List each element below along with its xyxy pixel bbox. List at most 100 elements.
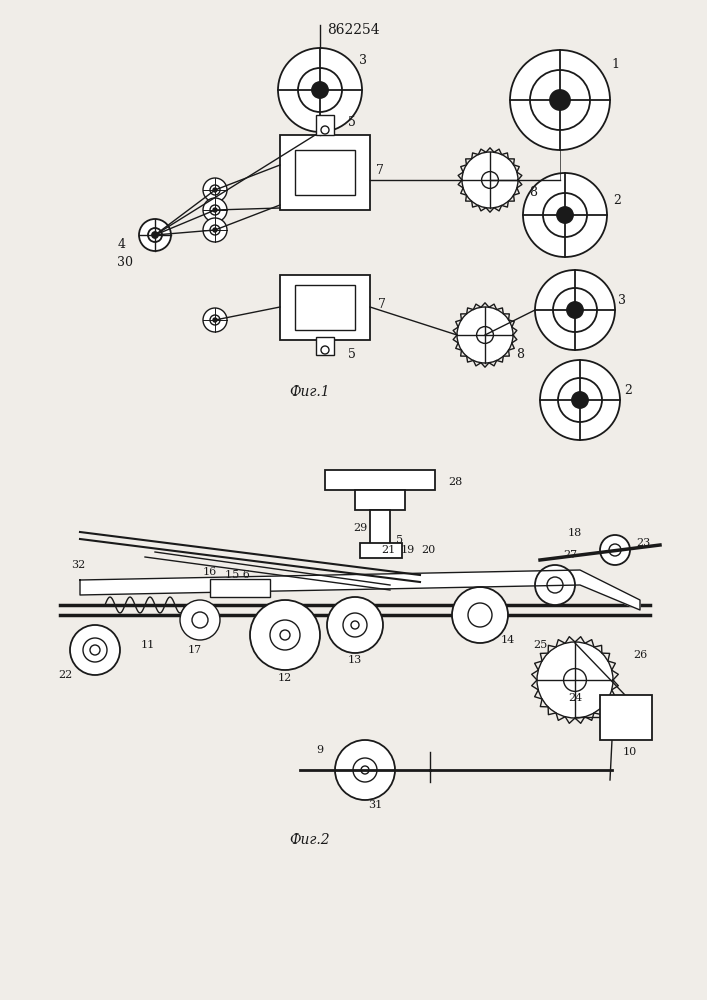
Text: 31: 31 <box>368 800 382 810</box>
Circle shape <box>70 625 120 675</box>
Circle shape <box>540 360 620 440</box>
Text: 13: 13 <box>348 655 362 665</box>
Text: 12: 12 <box>278 673 292 683</box>
Circle shape <box>550 90 570 110</box>
Circle shape <box>468 603 492 627</box>
Circle shape <box>537 642 613 718</box>
Circle shape <box>361 766 369 774</box>
Text: 3: 3 <box>618 294 626 306</box>
Circle shape <box>558 378 602 422</box>
Text: 2: 2 <box>613 194 621 207</box>
Text: Фиг.2: Фиг.2 <box>290 833 330 847</box>
Text: 1: 1 <box>611 58 619 72</box>
Text: 3: 3 <box>359 53 367 66</box>
Circle shape <box>210 315 220 325</box>
Circle shape <box>203 198 227 222</box>
Circle shape <box>213 228 217 232</box>
Text: 17: 17 <box>188 645 202 655</box>
Circle shape <box>152 232 158 238</box>
Text: 7: 7 <box>378 298 386 312</box>
Text: 19: 19 <box>401 545 415 555</box>
Text: 22: 22 <box>58 670 72 680</box>
Circle shape <box>148 228 162 242</box>
Circle shape <box>335 740 395 800</box>
Text: 2: 2 <box>624 383 632 396</box>
Circle shape <box>203 178 227 202</box>
Bar <box>355 490 405 510</box>
Circle shape <box>462 152 518 208</box>
Text: 21: 21 <box>381 545 395 555</box>
Circle shape <box>543 193 587 237</box>
Circle shape <box>203 218 227 242</box>
Text: 18: 18 <box>568 528 582 538</box>
Bar <box>600 695 652 740</box>
Text: 32: 32 <box>71 560 85 570</box>
Circle shape <box>523 173 607 257</box>
Text: 30: 30 <box>117 255 133 268</box>
Circle shape <box>572 392 588 408</box>
Bar <box>316 337 334 355</box>
Circle shape <box>210 185 220 195</box>
Text: 7: 7 <box>376 163 384 176</box>
Circle shape <box>210 205 220 215</box>
Text: 14: 14 <box>501 635 515 645</box>
Bar <box>210 579 270 597</box>
Circle shape <box>553 288 597 332</box>
Circle shape <box>547 577 563 593</box>
Text: 9: 9 <box>317 745 324 755</box>
Text: 29: 29 <box>353 523 367 533</box>
Circle shape <box>321 346 329 354</box>
Text: 5: 5 <box>348 349 356 361</box>
Circle shape <box>600 535 630 565</box>
Text: 25: 25 <box>533 640 547 650</box>
Circle shape <box>192 612 208 628</box>
Text: 11: 11 <box>141 640 155 650</box>
Circle shape <box>563 669 586 691</box>
Circle shape <box>298 68 342 112</box>
Circle shape <box>90 645 100 655</box>
Circle shape <box>321 126 329 134</box>
Bar <box>295 150 355 195</box>
Circle shape <box>481 172 498 188</box>
Circle shape <box>510 50 610 150</box>
Circle shape <box>250 600 320 670</box>
Text: Фиг.1: Фиг.1 <box>290 385 330 399</box>
Circle shape <box>327 597 383 653</box>
Circle shape <box>567 302 583 318</box>
Circle shape <box>180 600 220 640</box>
Text: 20: 20 <box>421 545 435 555</box>
Text: 8: 8 <box>529 186 537 198</box>
Text: 15 6: 15 6 <box>225 570 250 580</box>
Bar <box>370 510 390 545</box>
Polygon shape <box>80 570 640 610</box>
Text: 4: 4 <box>118 238 126 251</box>
Bar <box>280 275 370 340</box>
Circle shape <box>477 327 493 343</box>
Text: 5: 5 <box>348 115 356 128</box>
Circle shape <box>535 565 575 605</box>
Text: 10: 10 <box>623 747 637 757</box>
Circle shape <box>343 613 367 637</box>
Text: 16: 16 <box>203 567 217 577</box>
Circle shape <box>139 219 171 251</box>
Circle shape <box>312 82 328 98</box>
Text: 27: 27 <box>563 550 577 560</box>
Bar <box>316 115 334 135</box>
Circle shape <box>353 758 377 782</box>
Circle shape <box>213 318 217 322</box>
Circle shape <box>457 307 513 363</box>
Circle shape <box>270 620 300 650</box>
Text: 26: 26 <box>633 650 647 660</box>
Circle shape <box>213 208 217 212</box>
Circle shape <box>530 70 590 130</box>
Circle shape <box>557 207 573 223</box>
Circle shape <box>535 270 615 350</box>
Circle shape <box>609 544 621 556</box>
Circle shape <box>213 188 217 192</box>
Bar <box>280 135 370 210</box>
Text: 28: 28 <box>448 477 462 487</box>
Circle shape <box>351 621 359 629</box>
Text: 5: 5 <box>397 535 404 545</box>
Text: 862254: 862254 <box>327 23 380 37</box>
Bar <box>295 285 355 330</box>
